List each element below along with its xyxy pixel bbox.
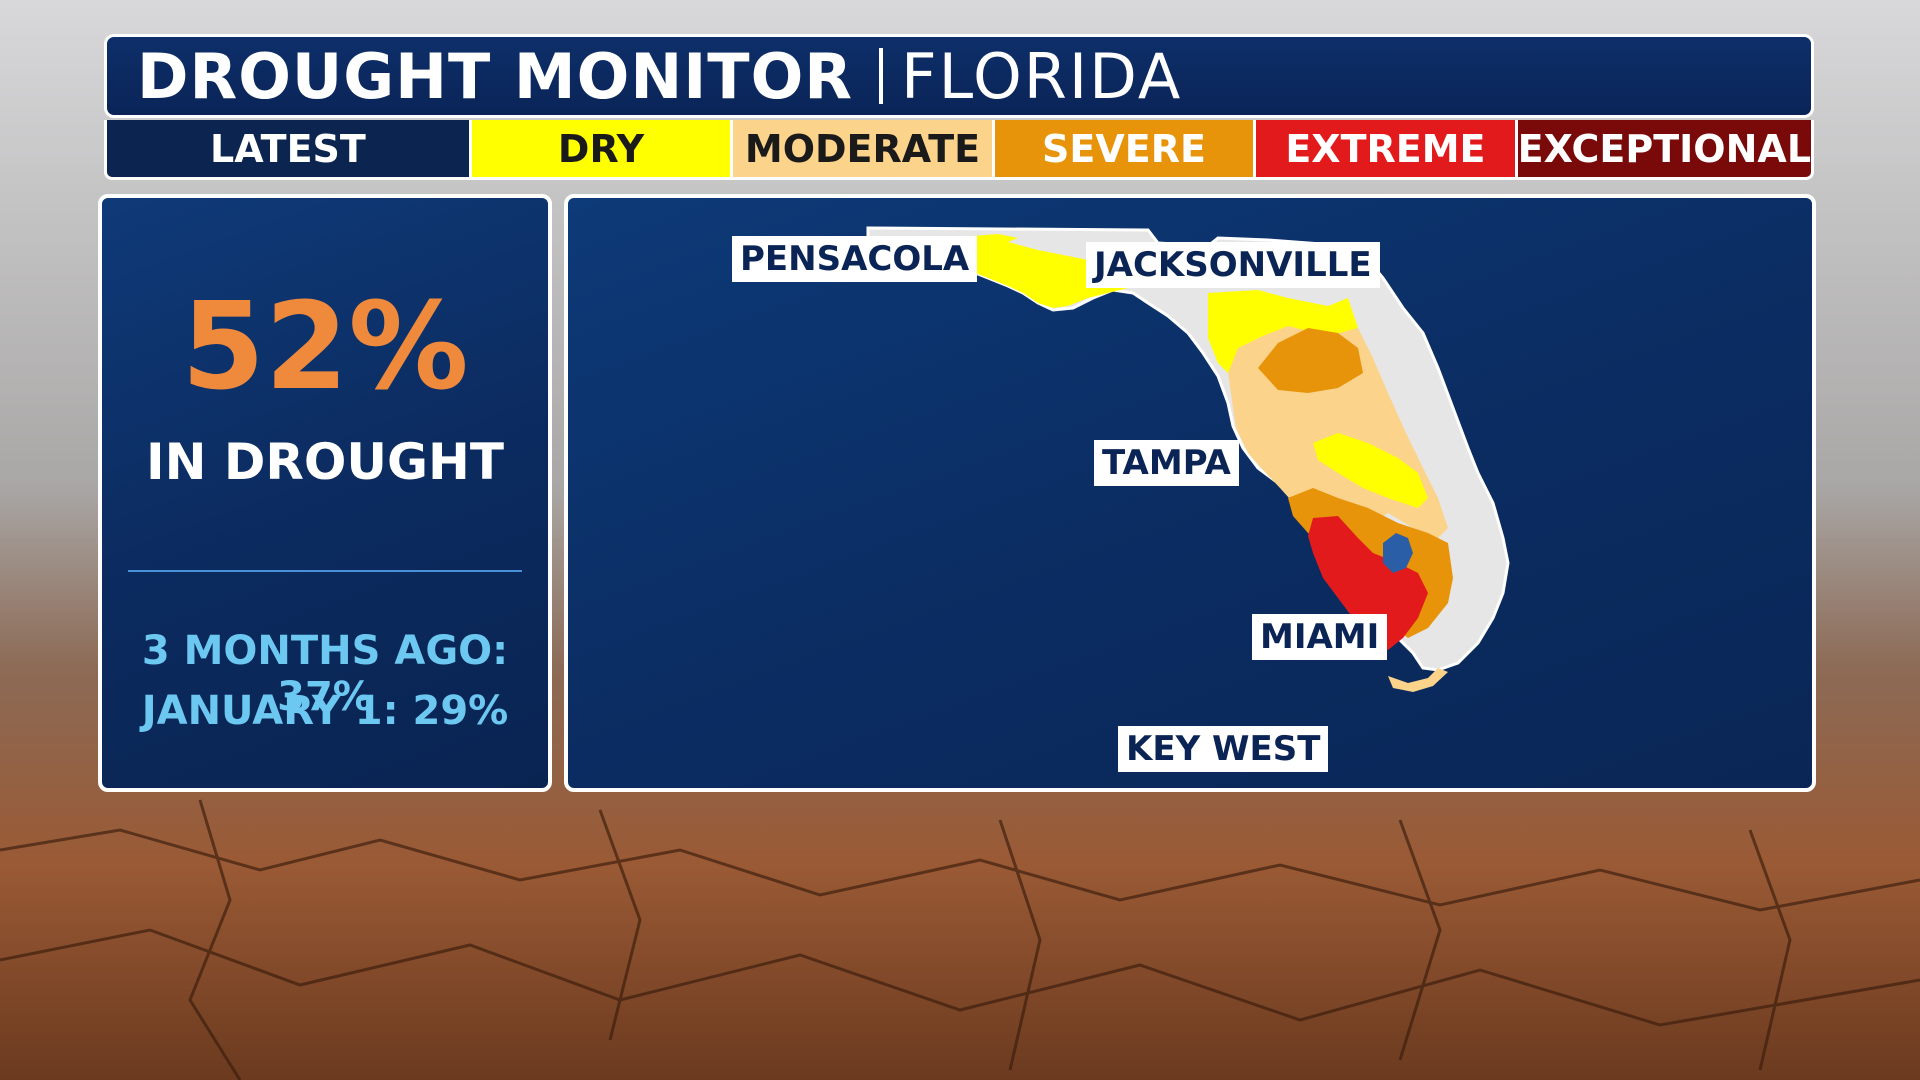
city-label-miami: MIAMI [1252,614,1388,660]
city-label-tampa: TAMPA [1094,440,1239,486]
three-months-ago-stat: 3 MONTHS AGO: 37% [141,628,509,720]
dry-region-panhandle [958,242,1208,308]
dry-region-northeast [1208,290,1358,373]
dry-region-central [1313,433,1428,508]
lake-okeechobee [1383,533,1413,573]
extreme-region-southwest [1308,516,1428,650]
legend-item-exceptional: EXCEPTIONAL [1517,120,1811,177]
page-title: DROUGHT MONITOR [137,39,854,113]
city-label-jacksonville: JACKSONVILLE [1086,242,1380,288]
severe-region-central [1258,328,1363,393]
legend-item-dry: DRY [471,120,734,177]
legend-item-extreme: EXTREME [1256,120,1518,177]
city-label-pensacola: PENSACOLA [732,236,978,282]
city-label-key-west: KEY WEST [1118,726,1329,772]
legend-item-severe: SEVERE [994,120,1257,177]
stats-divider [128,570,522,572]
drought-percent-label: IN DROUGHT [146,433,504,491]
january-1-stat: JANUARY 1: 29% [141,688,509,734]
drought-stats-panel: 52% IN DROUGHT 3 MONTHS AGO: 37% JANUARY… [98,194,552,792]
drought-legend: LATEST DRY MODERATE SEVERE EXTREME EXCEPTIONA… [104,120,1814,180]
legend-item-moderate: MODERATE [733,120,995,177]
florida-keys [1388,668,1448,692]
drought-percent: 52% [181,278,469,417]
page-subtitle: FLORIDA [901,39,1183,113]
title-bar: DROUGHT MONITOR FLORIDA [104,34,1814,118]
title-divider [879,48,884,104]
legend-item-latest: LATEST [107,120,472,177]
map-panel: PENSACOLA JACKSONVILLE TAMPA MIAMI KEY W… [564,194,1816,792]
florida-map [866,226,1510,692]
